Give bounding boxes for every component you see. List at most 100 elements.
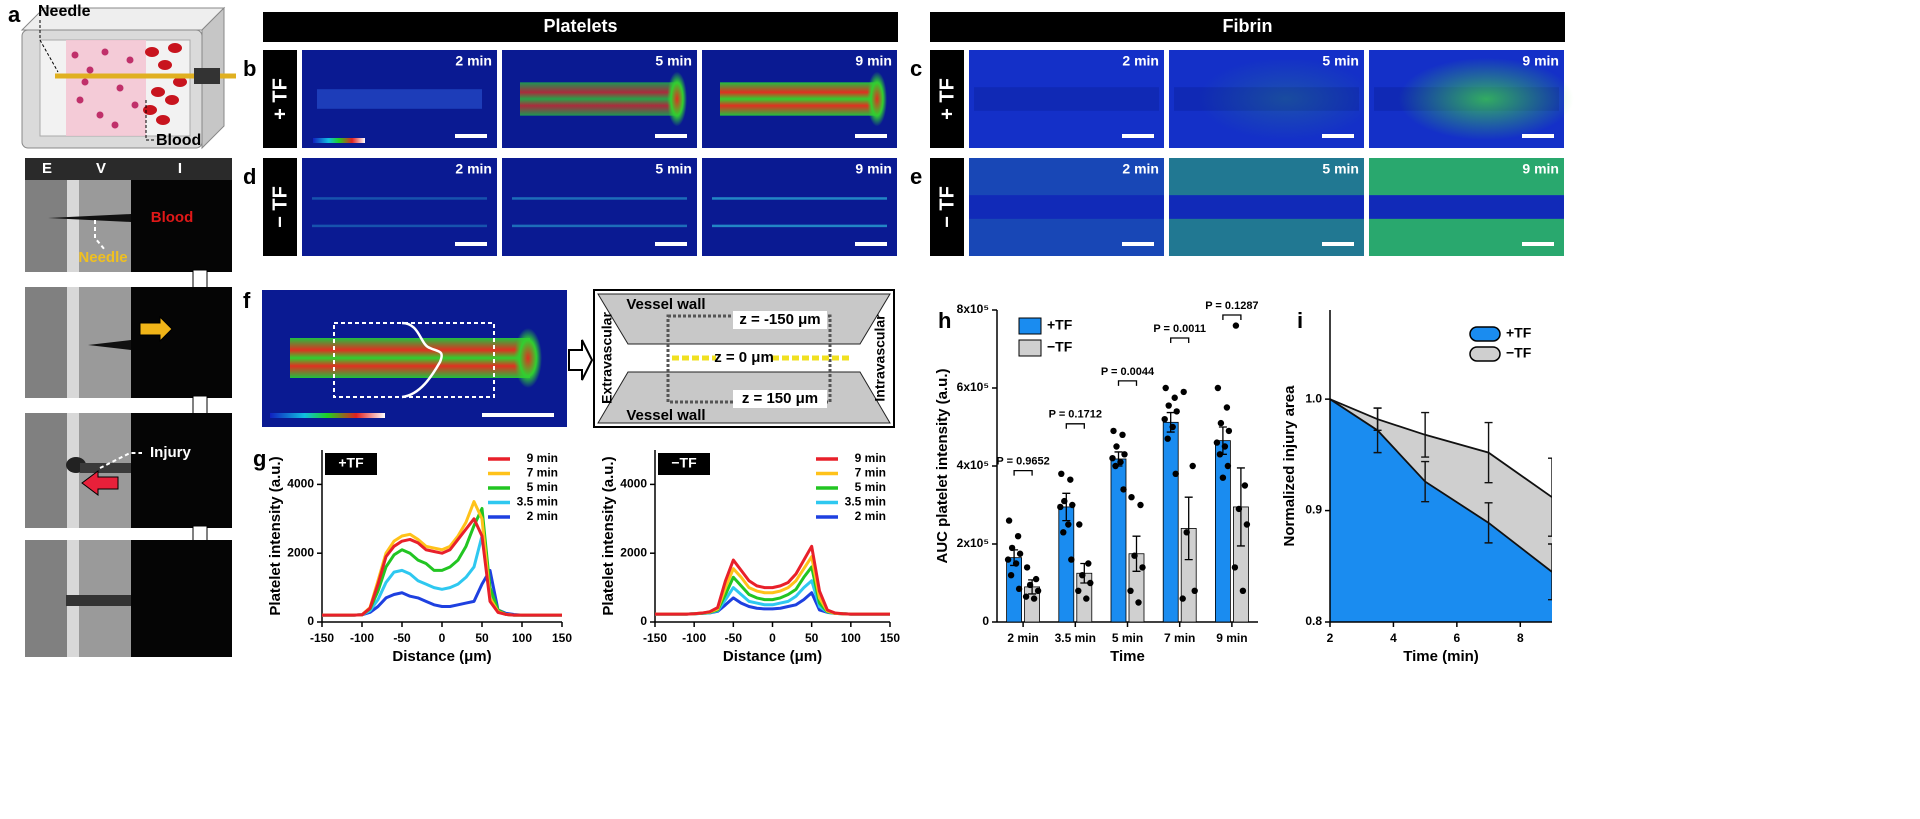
data-point	[1004, 556, 1012, 563]
color-bar	[313, 138, 365, 143]
color-bar	[270, 413, 385, 418]
scale-bar	[455, 134, 487, 138]
micrograph-wall	[25, 287, 67, 398]
p-value: P = 0.0044	[1101, 366, 1155, 378]
x-tick-label: 5 min	[1112, 631, 1143, 645]
data-point	[1058, 470, 1065, 477]
micrograph-wall	[67, 158, 79, 272]
scale-bar	[482, 413, 554, 417]
condition-label: − TF	[936, 186, 958, 228]
condition-bar	[263, 50, 297, 148]
header: Platelets	[543, 16, 617, 36]
x-tick-label: 4	[1390, 631, 1397, 645]
area-fill	[1330, 399, 1552, 622]
data-point	[1015, 585, 1023, 593]
data-point	[1137, 501, 1144, 509]
x-tick-label: -50	[725, 631, 743, 645]
label: Blood	[156, 132, 201, 149]
signal	[720, 82, 875, 116]
label: Needle	[38, 3, 91, 20]
data-point	[1214, 384, 1222, 392]
y-tick-label: 1.0	[1305, 391, 1322, 405]
time-label: 9 min	[855, 53, 892, 69]
red-blood-cell	[156, 115, 170, 125]
schematic-label: Extravascular	[599, 312, 615, 404]
error-bar	[1184, 496, 1193, 561]
panel-letter: a	[8, 2, 21, 27]
zone-label: E	[42, 160, 52, 177]
x-tick-label: 2	[1327, 631, 1334, 645]
data-point	[1172, 470, 1179, 477]
data-point	[1034, 587, 1042, 594]
legend-swatch	[1469, 326, 1501, 342]
condition-bar	[930, 158, 964, 256]
y-tick-label: 2000	[620, 545, 647, 559]
zone-label: V	[96, 160, 106, 177]
data-point	[1007, 572, 1015, 579]
p-value: P = 0.9652	[996, 456, 1049, 468]
legend-label: 5 min	[527, 480, 558, 494]
x-axis-title: Distance (μm)	[723, 648, 822, 665]
bar	[1162, 421, 1179, 623]
y-axis-title: Platelet intensity (a.u.)	[267, 456, 284, 615]
needle	[48, 214, 131, 222]
legend-swatch	[1018, 339, 1042, 357]
x-tick-label: 50	[475, 631, 489, 645]
y-tick-label: 0.9	[1305, 503, 1322, 517]
needle	[88, 340, 131, 350]
data-point	[1179, 595, 1186, 602]
data-point	[1110, 427, 1117, 435]
time-label: 5 min	[1322, 53, 1359, 69]
x-tick-label: -150	[643, 631, 667, 645]
x-tick-label: 6	[1454, 631, 1461, 645]
signal	[974, 87, 1159, 111]
x-tick-label: 0	[769, 631, 776, 645]
scale-bar	[1322, 242, 1354, 246]
y-axis-title: AUC platelet intensity (a.u.)	[934, 368, 951, 563]
legend-label: +TF	[1047, 317, 1073, 333]
data-point	[1217, 419, 1225, 427]
signal	[969, 158, 1164, 196]
data-point	[1128, 494, 1135, 501]
schematic-label: Vessel wall	[626, 296, 705, 313]
x-tick-label: 150	[552, 631, 572, 645]
scale-bar	[855, 134, 887, 138]
condition-label: + TF	[269, 78, 291, 120]
data-point	[1067, 476, 1074, 483]
gel	[66, 40, 146, 136]
x-axis-title: Time (min)	[1403, 648, 1479, 665]
data-point	[1065, 521, 1072, 528]
micrograph-wall	[25, 540, 67, 657]
tag-box	[658, 453, 710, 475]
legend-label: −TF	[1506, 345, 1532, 361]
signal	[1369, 195, 1564, 219]
x-tick-label: 0	[439, 631, 446, 645]
label: Needle	[78, 249, 127, 266]
bracket	[1170, 337, 1190, 343]
header-bar	[930, 12, 1565, 42]
scale-bar	[1122, 242, 1154, 246]
legend-label: −TF	[1047, 339, 1073, 355]
data-point	[1120, 486, 1127, 493]
y-tick-label: 8x10⁵	[957, 302, 989, 316]
data-point	[1161, 416, 1168, 423]
red-blood-cell	[168, 43, 182, 53]
red-blood-cell	[151, 87, 165, 97]
data-point	[1224, 462, 1232, 470]
tag-box	[325, 453, 377, 475]
signal	[1198, 57, 1374, 141]
signal	[512, 224, 687, 228]
micrograph	[502, 158, 697, 256]
error-bar	[1484, 502, 1493, 544]
legend-swatch	[1469, 346, 1501, 362]
scale-bar	[655, 134, 687, 138]
red-blood-cell	[143, 105, 157, 115]
chart-tag: −TF	[671, 455, 697, 471]
series-line	[322, 517, 562, 617]
y-tick-label: 4000	[620, 477, 647, 491]
channel	[66, 595, 131, 606]
error-bar	[1421, 460, 1430, 503]
data-point	[1127, 587, 1134, 594]
data-point	[1239, 587, 1247, 594]
